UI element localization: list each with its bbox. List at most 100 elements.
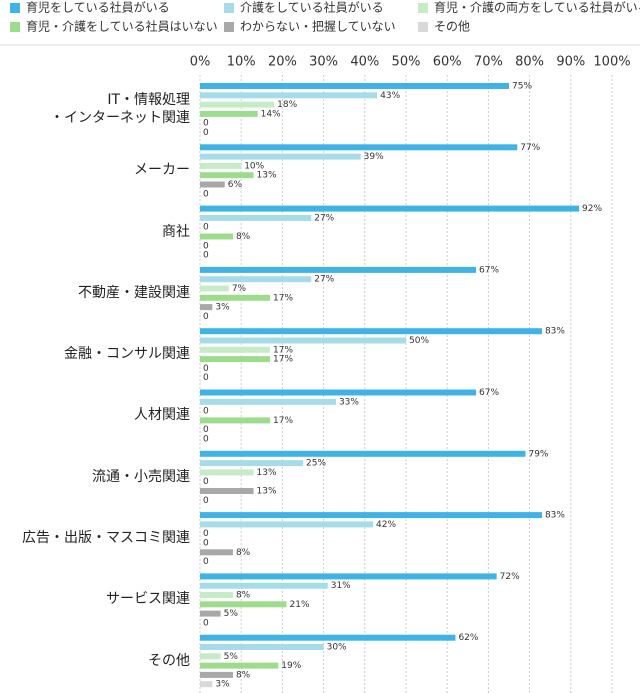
value-label: 3% — [215, 303, 230, 313]
category-label: 商社 — [162, 223, 190, 240]
value-label: 0 — [203, 128, 209, 138]
value-label: 10% — [244, 161, 264, 171]
legend-label: 育児をしている社員がいる — [26, 0, 170, 15]
bar — [200, 294, 271, 301]
legend-swatch — [224, 22, 234, 32]
category-label: IT・情報処理 ・インターネット関連 — [50, 91, 190, 126]
legend-swatch — [10, 22, 20, 32]
bar — [200, 582, 328, 589]
value-label: 0 — [203, 189, 209, 199]
bar — [200, 356, 271, 363]
value-label: 0 — [203, 373, 209, 383]
legend-label: 育児・介護をしている社員はいない — [26, 19, 218, 34]
category-label: 金融・コンサル関連 — [64, 346, 190, 363]
bar — [200, 346, 271, 353]
value-label: 42% — [376, 520, 396, 530]
legend-label: 介護をしている社員がいる — [240, 0, 384, 15]
bar — [200, 181, 225, 188]
value-label: 14% — [261, 109, 281, 119]
legend-swatch — [418, 22, 428, 32]
x-tick-label: 10% — [227, 55, 256, 70]
value-label: 83% — [545, 327, 565, 337]
bar — [200, 205, 580, 212]
value-label: 39% — [364, 152, 384, 162]
bar — [200, 328, 542, 335]
value-label: 79% — [528, 449, 548, 459]
value-label: 77% — [520, 143, 540, 153]
value-label: 75% — [512, 82, 532, 92]
bar — [200, 549, 233, 556]
value-label: 27% — [314, 213, 334, 223]
value-label: 0 — [203, 539, 209, 549]
x-tick-label: 0% — [190, 55, 211, 70]
bar — [200, 398, 336, 405]
bar — [200, 92, 378, 99]
value-label: 5% — [224, 609, 239, 619]
bar — [200, 592, 233, 598]
value-label: 3% — [215, 680, 230, 690]
value-label: 0 — [203, 119, 209, 129]
legend-swatch — [418, 3, 428, 13]
value-label: 67% — [479, 265, 499, 275]
value-label: 25% — [306, 459, 326, 469]
x-tick-label: 80% — [515, 55, 544, 70]
bar — [200, 681, 213, 688]
value-label: 43% — [380, 91, 400, 101]
legend-swatch — [224, 3, 234, 13]
value-label: 30% — [327, 643, 347, 653]
bar — [200, 276, 312, 283]
value-label: 8% — [236, 232, 251, 242]
value-label: 0 — [203, 557, 209, 567]
bar — [200, 601, 287, 608]
value-label: 27% — [314, 275, 334, 285]
bar — [200, 101, 275, 108]
x-tick-label: 60% — [433, 55, 462, 70]
bar — [200, 83, 509, 89]
bar — [200, 653, 221, 660]
bar — [200, 644, 324, 650]
x-tick-label: 40% — [350, 55, 379, 70]
x-tick-label: 30% — [309, 55, 338, 70]
legend-label: 育児・介護の両方をしている社員がいる — [434, 0, 640, 15]
bar — [200, 450, 526, 457]
value-label: 8% — [236, 548, 251, 558]
category-label: メーカー — [134, 162, 190, 179]
value-label: 83% — [545, 511, 565, 521]
bar — [200, 634, 456, 641]
bar — [200, 337, 406, 344]
bar — [200, 671, 233, 678]
value-label: 0 — [203, 477, 209, 487]
value-label: 19% — [281, 661, 301, 671]
value-label: 0 — [203, 241, 209, 251]
value-label: 13% — [257, 468, 277, 478]
bar — [200, 610, 221, 617]
value-label: 0 — [203, 407, 209, 417]
value-label: 17% — [273, 345, 293, 355]
bar — [200, 144, 518, 151]
value-label: 5% — [224, 652, 239, 662]
bar — [200, 110, 258, 117]
category-label: 不動産・建設関連 — [78, 284, 190, 301]
value-label: 31% — [331, 581, 351, 591]
value-label: 17% — [273, 416, 293, 426]
bar — [200, 488, 254, 494]
x-tick-label: 70% — [474, 55, 503, 70]
value-label: 7% — [232, 284, 247, 294]
bar — [200, 233, 233, 240]
value-label: 0 — [203, 312, 209, 322]
value-label: 62% — [458, 633, 478, 643]
category-label: 広告・出版・マスコミ関連 — [22, 530, 190, 546]
value-label: 18% — [277, 100, 297, 110]
value-label: 13% — [257, 487, 277, 497]
bar — [200, 285, 229, 292]
bar — [200, 153, 361, 160]
value-label: 0 — [203, 618, 209, 628]
bar — [200, 172, 254, 179]
bar — [200, 469, 254, 476]
legend-label: わからない・把握していない — [240, 19, 396, 34]
legend-label: その他 — [434, 20, 470, 34]
bar — [200, 460, 303, 467]
bar — [200, 521, 374, 528]
